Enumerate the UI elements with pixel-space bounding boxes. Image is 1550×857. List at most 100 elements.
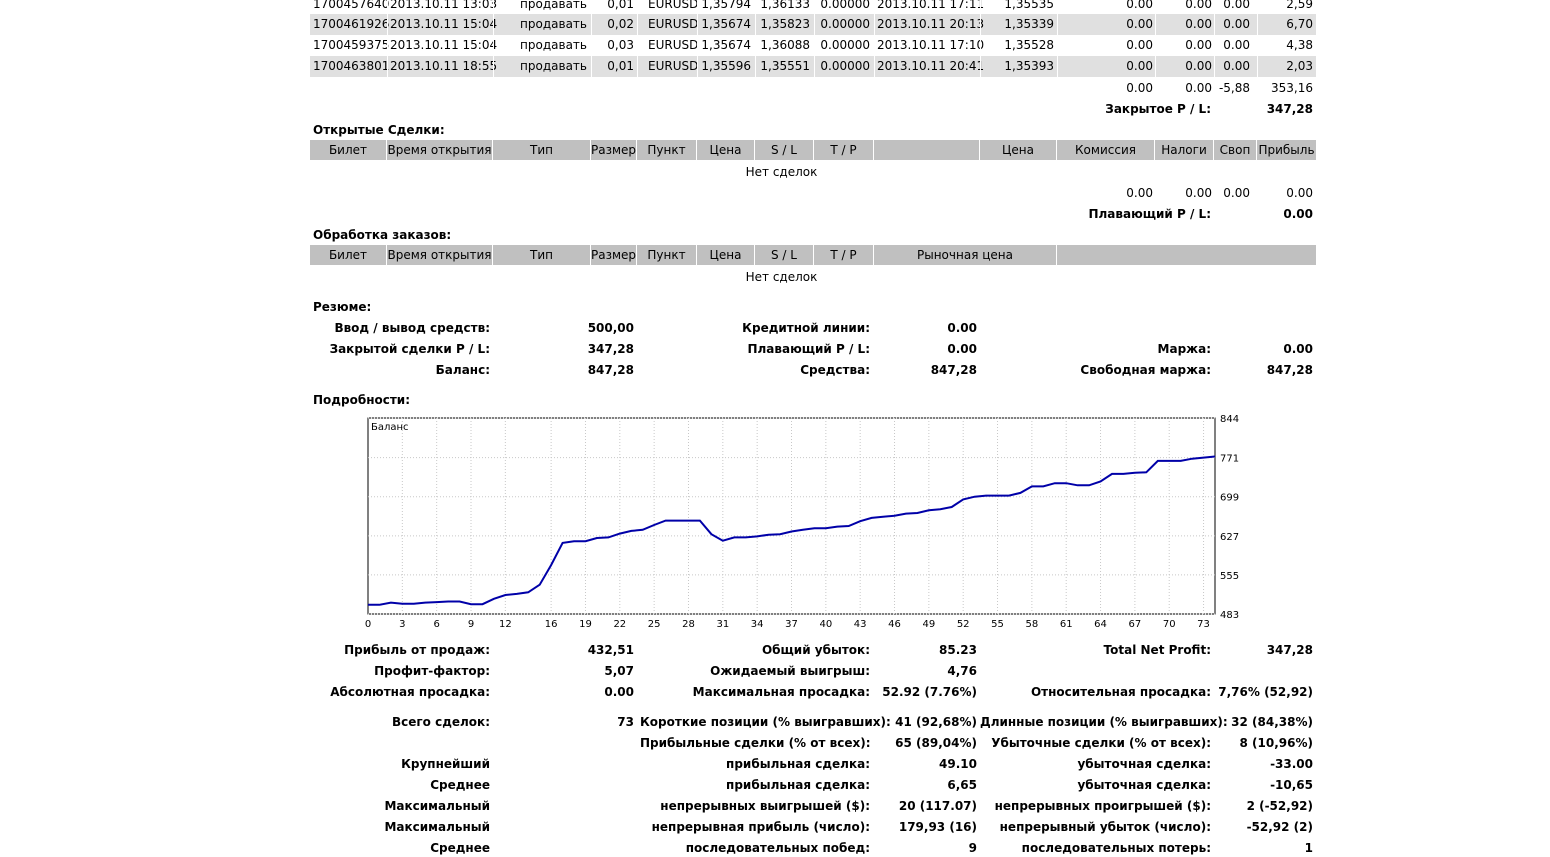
stat-short-label: Короткие позиции (% выигравших): — [640, 715, 891, 729]
cell-taxes: 0.00 — [1185, 59, 1212, 73]
cell-divider — [637, 35, 638, 56]
y-tick-label: 844 — [1220, 414, 1239, 425]
open-header-profit: Прибыль — [1257, 140, 1316, 160]
cell-taxes: 0.00 — [1185, 38, 1212, 52]
cell-commission: 0.00 — [1126, 17, 1153, 31]
cell-divider — [387, 0, 388, 15]
cell-price: 1,35674 — [701, 38, 751, 52]
cell-divider — [697, 56, 698, 77]
stat-max-consec-wins-value: 20 (117.07) — [898, 799, 977, 813]
stat-total-trades-label: Всего сделок: — [391, 715, 490, 729]
x-tick-label: 49 — [922, 619, 935, 630]
x-tick-label: 25 — [648, 619, 661, 630]
cell-divider — [1155, 14, 1156, 35]
cell-open-time: 2013.10.11 15:04 — [390, 38, 498, 52]
open-header-sl: S / L — [755, 140, 814, 160]
cell-size: 0,01 — [607, 0, 634, 11]
deposit-label: Ввод / вывод средств: — [334, 321, 490, 335]
stat-max-dd-value: 52.92 (7.76%) — [882, 685, 977, 699]
cell-commission: 0.00 — [1126, 59, 1153, 73]
stat-gross-profit-value: 432,51 — [587, 643, 634, 657]
stat-long-label: Длинные позиции (% выигравших): — [980, 715, 1228, 729]
cell-type: продавать — [520, 17, 587, 31]
cell-divider — [755, 0, 756, 15]
closed-trade-pl-label: Закрытой сделки P / L: — [329, 342, 490, 356]
cell-divider — [874, 14, 875, 35]
cell-divider — [493, 35, 494, 56]
cell-close-time: 2013.10.11 20:41 — [877, 59, 985, 73]
deposit-value: 500,00 — [587, 321, 634, 335]
cell-divider — [493, 56, 494, 77]
cell-divider — [755, 35, 756, 56]
orders-header-size: Размер — [591, 245, 637, 265]
cell-divider — [697, 14, 698, 35]
closed-total-commission: 0.00 — [1126, 81, 1153, 95]
stat-max-label: Максимальный — [384, 799, 490, 813]
stat-max2-label: Максимальный — [384, 820, 490, 834]
open-total-taxes: 0.00 — [1185, 186, 1212, 200]
cell-swap: 0.00 — [1223, 38, 1250, 52]
open-total-profit: 0.00 — [1286, 186, 1313, 200]
stat-rel-dd-label: Относительная просадка: — [1030, 685, 1211, 699]
cell-sl: 1,36088 — [760, 38, 810, 52]
cell-item: EURUSD — [648, 17, 699, 31]
summary-title: Резюме: — [313, 300, 372, 314]
stat-largest-loss-value: -33.00 — [1270, 757, 1313, 771]
x-tick-label: 46 — [888, 619, 901, 630]
open-header-swap: Своп — [1214, 140, 1257, 160]
stat-gross-loss-label: Общий убыток: — [761, 643, 870, 657]
chart-plot-area — [367, 417, 1216, 615]
credit-label: Кредитной линии: — [742, 321, 870, 335]
cell-price: 1,35794 — [701, 0, 751, 11]
chart-title: Баланс — [371, 422, 409, 433]
cell-sl: 1,35823 — [760, 17, 810, 31]
x-tick-label: 37 — [785, 619, 798, 630]
open-header-taxes: Налоги — [1155, 140, 1214, 160]
cell-profit: 2,03 — [1286, 59, 1313, 73]
table-row: 1700463801 2013.10.11 18:55 продавать 0,01 E… — [310, 56, 1316, 77]
cell-commission: 0.00 — [1126, 38, 1153, 52]
cell-divider — [697, 35, 698, 56]
x-tick-label: 64 — [1094, 619, 1107, 630]
closed-pl-label: Закрытое P / L: — [1105, 102, 1211, 116]
open-header-type: Тип — [493, 140, 591, 160]
free-margin-value: 847,28 — [1266, 363, 1313, 377]
cell-divider — [980, 35, 981, 56]
cell-item: EURUSD — [648, 0, 699, 11]
closed-pl-value: 347,28 — [1266, 102, 1313, 116]
table-row: 1700457640 2013.10.11 13:03 продавать 0,01 E… — [310, 0, 1316, 15]
x-tick-label: 12 — [499, 619, 512, 630]
open-trades-empty: Нет сделок — [745, 165, 818, 179]
stat-expected-payoff-value: 4,76 — [947, 664, 977, 678]
cell-divider — [697, 0, 698, 15]
stat-largest-loss-label: убыточная сделка: — [1077, 757, 1211, 771]
free-margin-label: Свободная маржа: — [1080, 363, 1211, 377]
cell-divider — [591, 14, 592, 35]
open-trades-header: Билет Время открытия Тип Размер Пункт Це… — [310, 140, 1316, 160]
cell-sl: 1,35551 — [760, 59, 810, 73]
cell-divider — [1257, 56, 1258, 77]
margin-value: 0.00 — [1283, 342, 1313, 356]
x-tick-label: 58 — [1025, 619, 1038, 630]
x-tick-label: 40 — [819, 619, 832, 630]
balance-value: 847,28 — [587, 363, 634, 377]
cell-type: продавать — [520, 59, 587, 73]
orders-header-open-time: Время открытия — [387, 245, 493, 265]
y-tick-label: 555 — [1220, 571, 1239, 582]
stat-max-dd-label: Максимальная просадка: — [692, 685, 870, 699]
cell-tp: 0.00000 — [820, 0, 870, 11]
orders-header-sl: S / L — [755, 245, 814, 265]
cell-size: 0,03 — [607, 38, 634, 52]
open-header-ticket: Билет — [310, 140, 387, 160]
open-trades-title: Открытые Сделки: — [313, 123, 445, 137]
stat-short-value: 41 (92,68%) — [895, 715, 977, 729]
cell-divider — [1057, 35, 1058, 56]
cell-tp: 0.00000 — [820, 38, 870, 52]
cell-divider — [980, 56, 981, 77]
equity-value: 847,28 — [930, 363, 977, 377]
stat-long-value: 32 (84,38%) — [1231, 715, 1313, 729]
open-header-item: Пункт — [637, 140, 697, 160]
cell-divider — [1155, 35, 1156, 56]
cell-close-price: 1,35339 — [1004, 17, 1054, 31]
open-header-price: Цена — [697, 140, 755, 160]
